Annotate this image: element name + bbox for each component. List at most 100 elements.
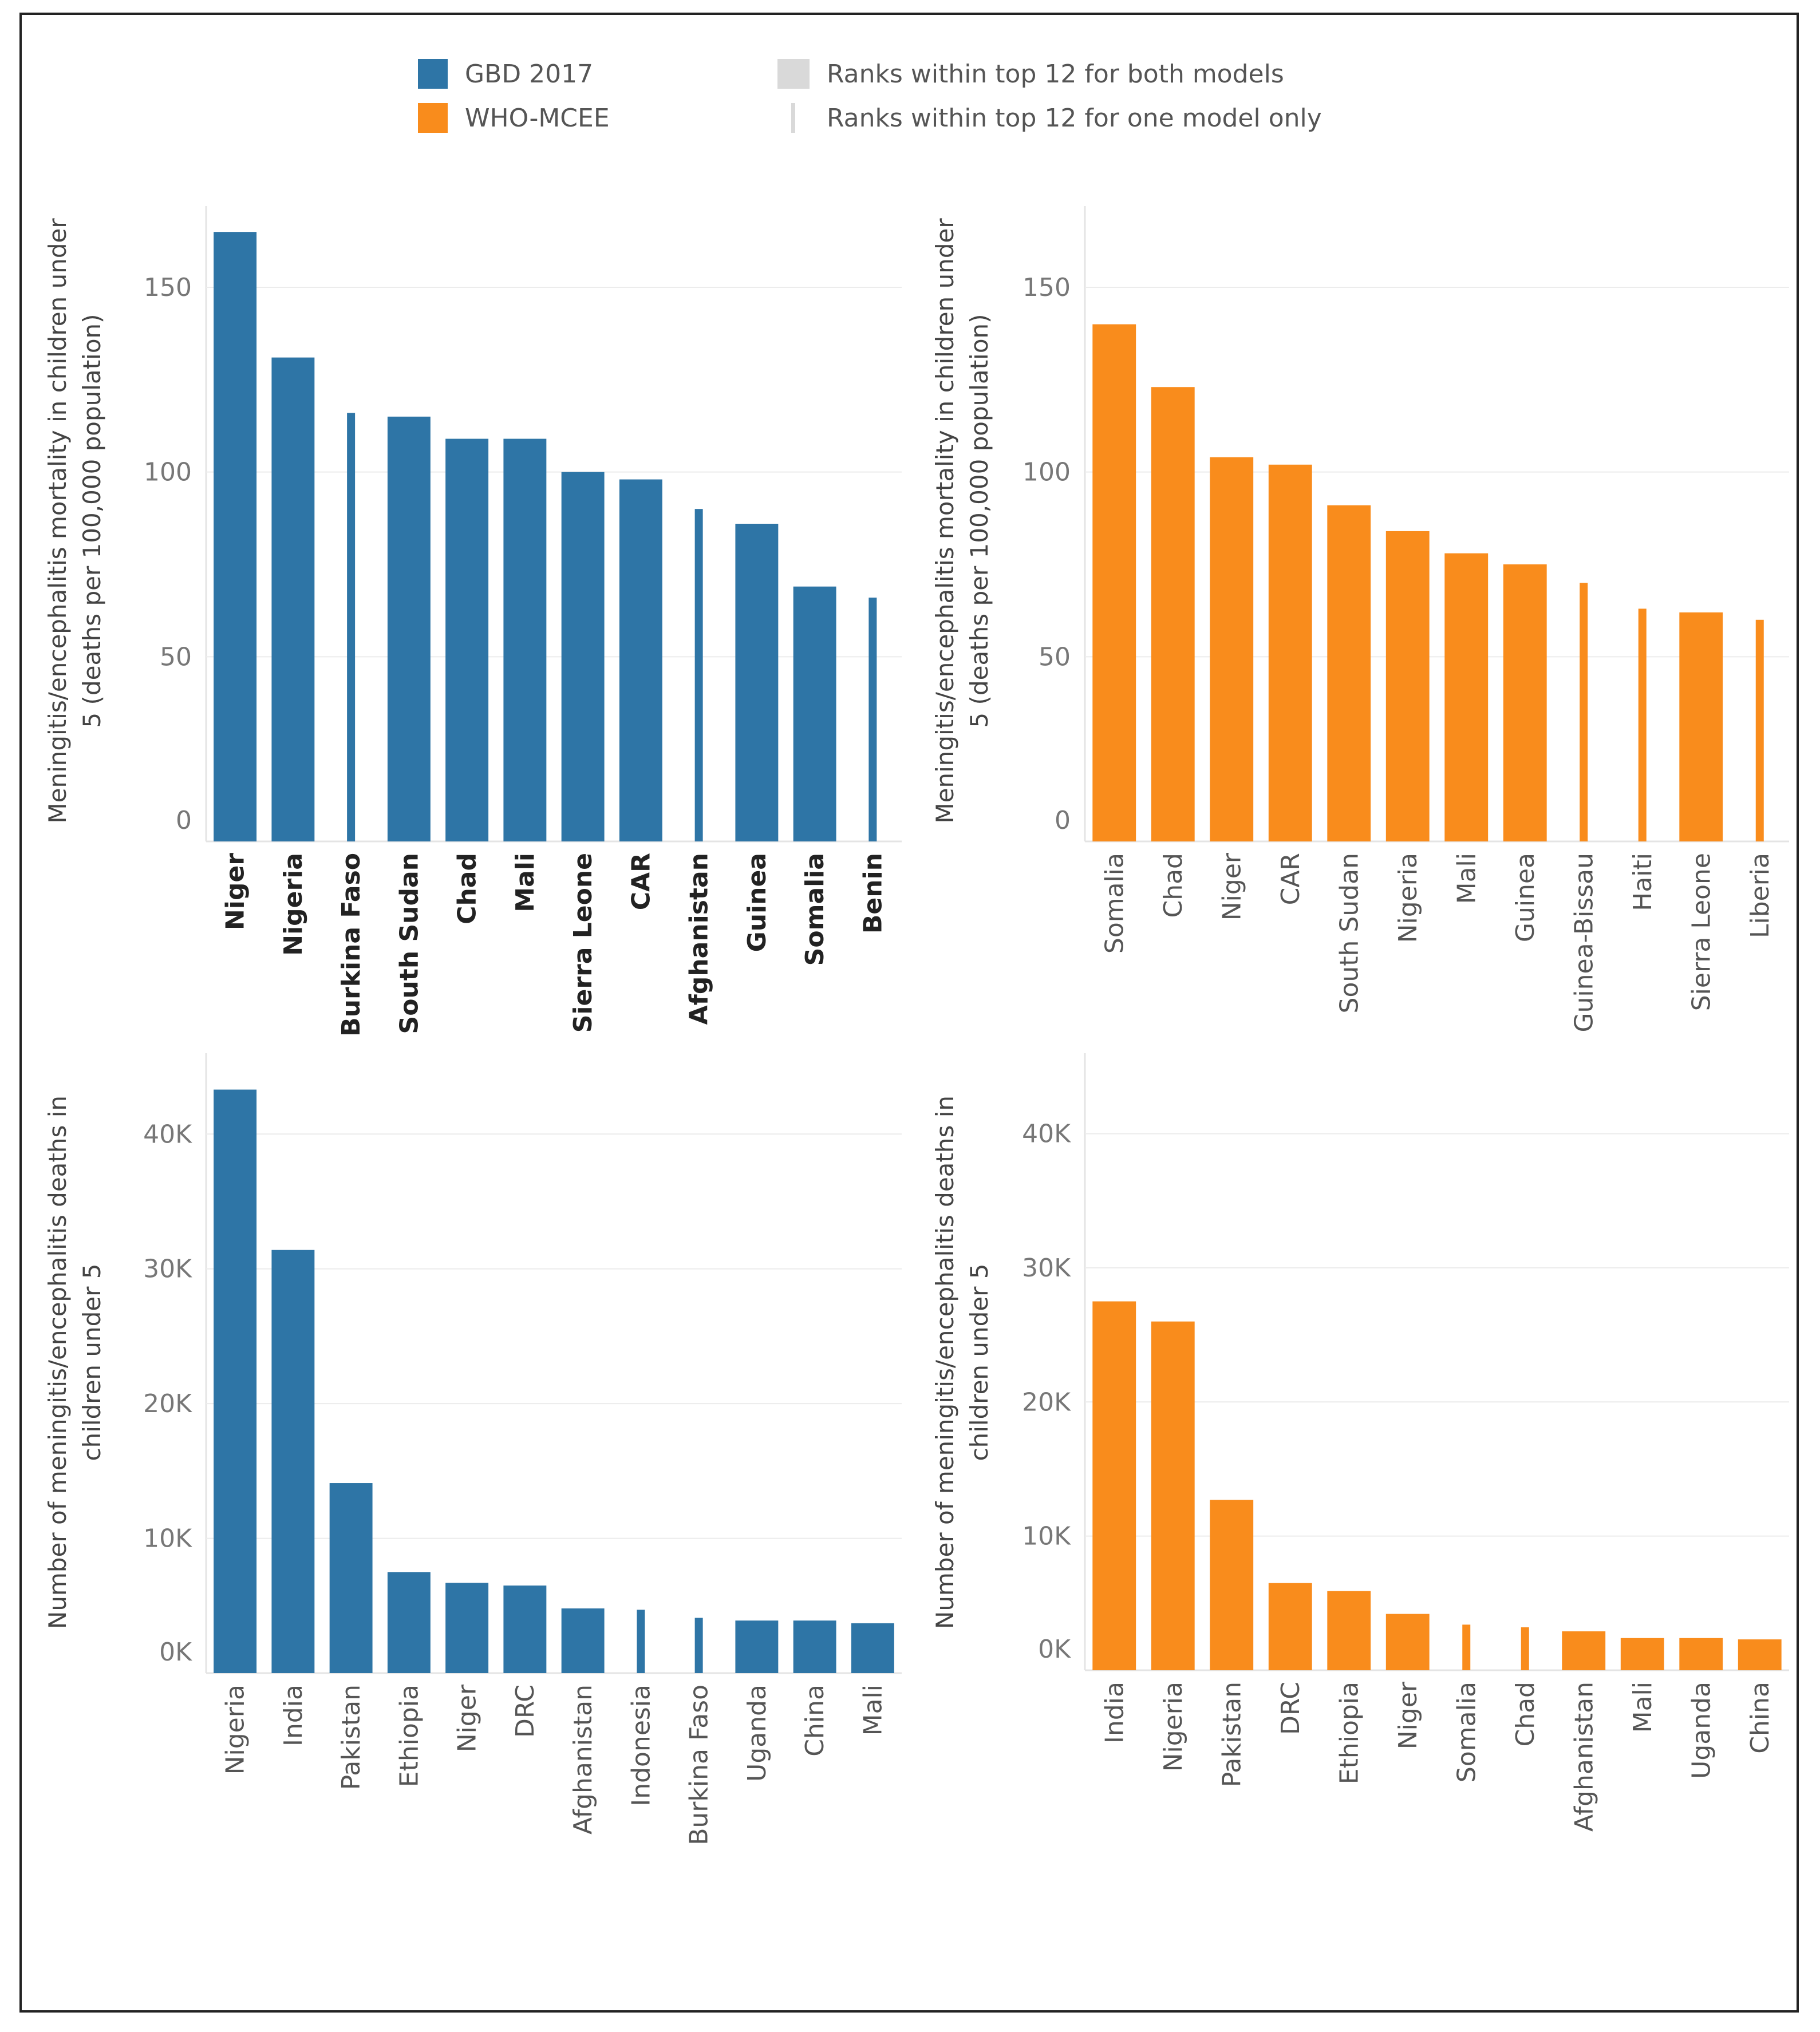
bar	[503, 1585, 547, 1673]
bar	[1638, 608, 1647, 841]
x-tick-label: CAR	[626, 853, 656, 910]
legend-swatch-who	[418, 103, 448, 133]
y-tick-label: 50	[160, 642, 192, 671]
legend-item-one: Ranks within top 12 for one model only	[777, 103, 1322, 133]
x-tick-label: Burkina Faso	[685, 1685, 714, 1845]
x-tick-label: Afghanistan	[568, 1685, 598, 1835]
bar	[619, 479, 662, 841]
bar	[271, 357, 315, 841]
x-tick-label: Pakistan	[1217, 1682, 1246, 1787]
bar	[1385, 1614, 1430, 1670]
bar	[214, 232, 257, 841]
bar	[1462, 1624, 1471, 1670]
bar	[793, 586, 836, 841]
y-tick-label: 50	[1039, 642, 1071, 671]
bar	[1620, 1638, 1664, 1670]
x-tick-label: South Sudan	[394, 853, 424, 1034]
bar	[1562, 1631, 1606, 1670]
x-tick-label: India	[279, 1685, 308, 1746]
chart-panel-1: 0 50 100 150 Meningitis/encephalitis mortali…	[44, 206, 902, 1037]
y-axis-title-line-2: children under 5	[965, 1264, 993, 1461]
bar	[1092, 1301, 1136, 1670]
bar	[1738, 1639, 1782, 1670]
x-tick-label: Niger	[1393, 1681, 1423, 1749]
bar	[1679, 612, 1723, 841]
x-tick-label: CAR	[1276, 853, 1305, 905]
x-tick-label: Ethiopia	[394, 1685, 424, 1787]
y-tick-label: 10K	[1022, 1522, 1071, 1551]
x-tick-label: Somalia	[1100, 853, 1129, 954]
y-tick-label: 150	[1022, 273, 1071, 302]
x-tick-label: Afghanistan	[685, 853, 714, 1025]
bar	[1521, 1627, 1529, 1670]
bar	[445, 438, 489, 841]
bar	[1444, 553, 1489, 841]
y-tick-label: 0K	[159, 1638, 192, 1667]
x-tick-label: Mali	[511, 853, 540, 912]
y-axis-title-line-1: Meningitis/encephalitis mortality in chi…	[931, 218, 959, 824]
y-axis-title-line-2: children under 5	[78, 1264, 106, 1461]
bar	[445, 1583, 489, 1673]
legend-item-who: WHO-MCEE	[418, 103, 610, 133]
bar	[735, 1620, 779, 1673]
x-tick-label: Nigeria	[279, 853, 308, 956]
x-tick-label: Liberia	[1746, 853, 1775, 938]
bar	[561, 1608, 605, 1673]
bar	[793, 1620, 836, 1673]
x-tick-label: Burkina Faso	[337, 853, 366, 1037]
bar	[637, 1610, 645, 1673]
figure-frame	[19, 13, 1799, 2013]
x-tick-label: Sierra Leone	[568, 853, 598, 1033]
legend-item-both: Ranks within top 12 for both models	[777, 59, 1284, 89]
bar	[1679, 1638, 1723, 1670]
bar	[503, 438, 547, 841]
y-tick-label: 150	[144, 273, 192, 302]
x-tick-label: Nigeria	[1159, 1682, 1188, 1772]
x-tick-label: Niger	[453, 1684, 482, 1752]
x-tick-label: Mali	[1452, 853, 1481, 904]
bar	[1210, 1500, 1254, 1670]
x-tick-label: Afghanistan	[1569, 1682, 1598, 1832]
bar	[1503, 564, 1547, 841]
x-tick-label: Nigeria	[221, 1685, 250, 1774]
y-tick-label: 20K	[143, 1389, 192, 1418]
x-tick-label: India	[1100, 1682, 1129, 1744]
y-axis-title-line-1: Number of meningitis/encephalitis deaths…	[931, 1096, 959, 1629]
y-tick-label: 30K	[143, 1255, 192, 1284]
bar	[561, 472, 605, 841]
bar	[1327, 1591, 1371, 1670]
y-tick-label: 0	[176, 806, 192, 835]
y-tick-label: 40K	[143, 1120, 192, 1149]
y-axis-title-line-2: 5 (deaths per 100,000 population)	[78, 314, 106, 728]
x-tick-label: South Sudan	[1335, 853, 1364, 1013]
x-tick-label: Haiti	[1628, 853, 1657, 911]
x-tick-label: Niger	[221, 853, 250, 930]
legend-swatch-gbd	[418, 59, 448, 89]
x-tick-label: Guinea	[1511, 853, 1540, 942]
y-tick-label: 0	[1055, 806, 1071, 835]
x-tick-label: Chad	[453, 853, 482, 924]
y-tick-label: 40K	[1022, 1120, 1071, 1149]
bar	[851, 1623, 894, 1673]
bar	[329, 1483, 373, 1673]
bar	[1580, 583, 1588, 841]
x-tick-label: Chad	[1159, 853, 1188, 918]
x-tick-label: China	[1746, 1682, 1775, 1754]
x-tick-label: Nigeria	[1393, 853, 1423, 943]
x-tick-label: Pakistan	[337, 1685, 366, 1790]
legend-label-who: WHO-MCEE	[465, 103, 610, 133]
legend-label-one: Ranks within top 12 for one model only	[827, 103, 1322, 133]
x-tick-label: Uganda	[743, 1685, 772, 1782]
bar	[1268, 1583, 1312, 1670]
bar	[868, 598, 877, 841]
bar	[347, 413, 356, 841]
legend-swatch-wide	[777, 59, 810, 89]
y-tick-label: 20K	[1022, 1387, 1071, 1417]
bar	[1151, 387, 1195, 841]
x-tick-label: Somalia	[1452, 1682, 1481, 1782]
bar	[387, 1572, 431, 1673]
chart-panel-3: 0K 10K 20K 30K 40K Number of meningitis/encep…	[44, 1053, 902, 1845]
x-tick-label: China	[800, 1685, 830, 1757]
legend-swatch-thin	[791, 103, 795, 133]
